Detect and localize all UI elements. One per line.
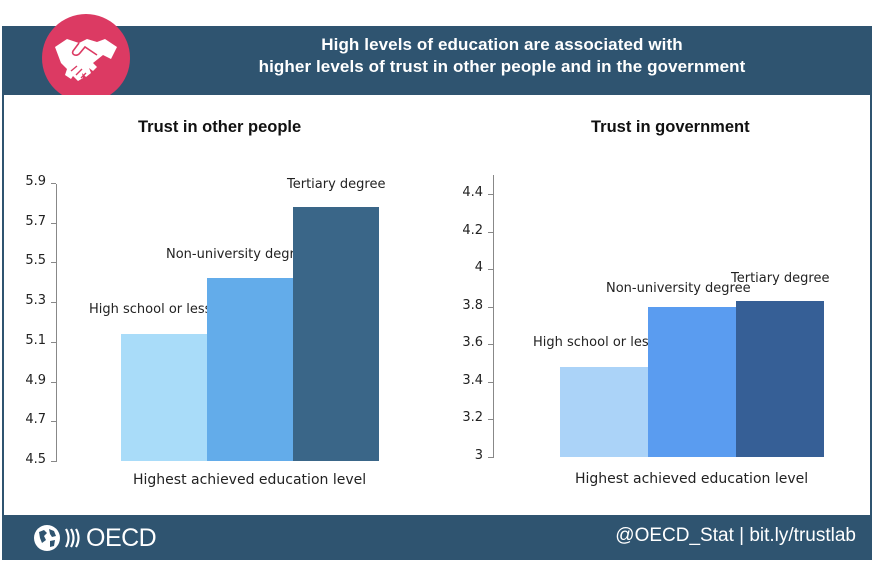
oecd-logo: OECD xyxy=(32,523,157,553)
y-tick xyxy=(51,342,56,343)
y-tick-label: 3.6 xyxy=(462,335,483,350)
y-tick xyxy=(488,457,493,458)
y-tick-label: 4.5 xyxy=(25,452,46,467)
bar-data-label: Non-university degree xyxy=(166,247,311,262)
y-tick xyxy=(488,232,493,233)
infographic-title: High levels of education are associated … xyxy=(152,34,852,78)
bar-non-university-degree xyxy=(648,307,736,457)
y-tick xyxy=(51,262,56,263)
y-tick xyxy=(51,382,56,383)
footer-credit: @OECD_Stat | bit.ly/trustlab xyxy=(615,525,856,546)
y-tick xyxy=(488,194,493,195)
y-axis-line xyxy=(493,175,494,458)
bar-data-label: Non-university degree xyxy=(606,281,751,296)
y-tick xyxy=(51,461,56,462)
y-tick-label: 4.4 xyxy=(462,185,483,200)
chevrons-icon xyxy=(65,528,80,548)
x-axis-label: Highest achieved education level xyxy=(575,471,809,487)
bar-non-university-degree xyxy=(207,278,293,461)
y-tick xyxy=(488,269,493,270)
header-banner: High levels of education are associated … xyxy=(2,26,872,95)
y-tick xyxy=(488,382,493,383)
y-tick-label: 5.3 xyxy=(25,293,46,308)
y-tick xyxy=(51,223,56,224)
y-tick xyxy=(51,302,56,303)
y-tick xyxy=(488,419,493,420)
y-tick-label: 3 xyxy=(474,448,483,463)
bar-tertiary-degree xyxy=(736,301,824,457)
y-tick-label: 3.8 xyxy=(462,298,483,313)
y-tick xyxy=(51,421,56,422)
y-tick-label: 5.7 xyxy=(25,214,46,229)
title-line-1: High levels of education are associated … xyxy=(321,35,683,54)
y-tick xyxy=(488,344,493,345)
handshake-icon xyxy=(55,39,117,81)
bar-data-label: High school or less xyxy=(533,335,656,350)
bar-data-label: High school or less xyxy=(89,302,212,317)
y-tick-label: 4.2 xyxy=(462,223,483,238)
bar-data-label: Tertiary degree xyxy=(287,177,386,192)
y-tick-label: 3.2 xyxy=(462,410,483,425)
y-tick-label: 4 xyxy=(474,260,483,275)
x-axis-label: Highest achieved education level xyxy=(133,472,367,488)
y-tick-label: 4.9 xyxy=(25,373,46,388)
chart-title: Trust in other people xyxy=(138,118,302,136)
footer-bar: OECD @OECD_Stat | bit.ly/trustlab xyxy=(2,515,872,560)
y-tick xyxy=(488,307,493,308)
y-tick xyxy=(51,183,56,184)
bar-data-label: Tertiary degree xyxy=(731,271,830,286)
y-tick-label: 5.1 xyxy=(25,333,46,348)
bar-tertiary-degree xyxy=(293,207,379,461)
y-tick-label: 5.5 xyxy=(25,253,46,268)
bar-high-school-or-less xyxy=(121,334,207,461)
y-axis-line xyxy=(56,184,57,462)
title-line-2: higher levels of trust in other people a… xyxy=(258,57,746,76)
oecd-wordmark: OECD xyxy=(86,523,157,552)
y-tick-label: 3.4 xyxy=(462,373,483,388)
globe-icon xyxy=(34,525,60,551)
bar-high-school-or-less xyxy=(560,367,648,457)
y-tick-label: 4.7 xyxy=(25,412,46,427)
handshake-badge xyxy=(42,14,130,102)
chart-title: Trust in government xyxy=(591,118,750,136)
y-tick-label: 5.9 xyxy=(25,174,46,189)
